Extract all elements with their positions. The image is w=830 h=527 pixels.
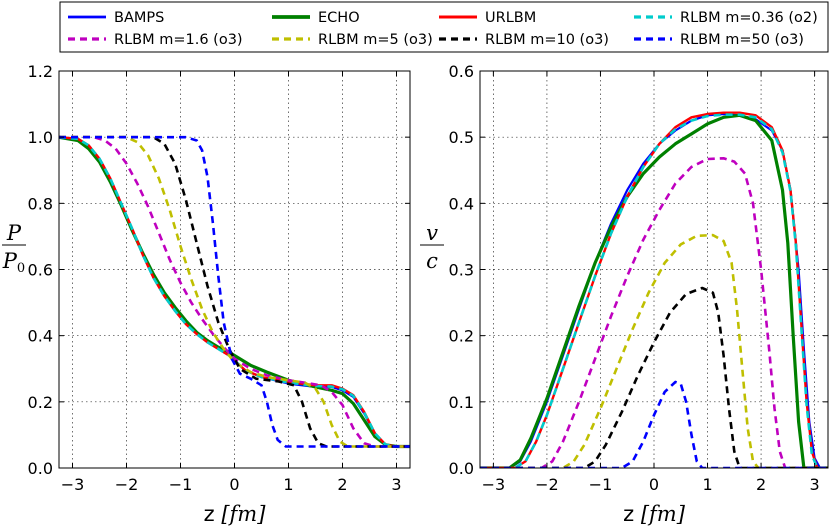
- legend-label: RLBM m=0.36 (o2): [680, 10, 818, 26]
- y-tick-label: 0.2: [28, 393, 53, 412]
- series-line-echo: [480, 113, 828, 468]
- y-tick-label: 0.0: [28, 459, 53, 478]
- y-axis-label-numerator: v: [426, 221, 438, 245]
- x-axis-label: z [fm]: [623, 502, 686, 526]
- legend-label: RLBM m=1.6 (o3): [114, 32, 243, 48]
- legend-label: URLBM: [485, 10, 536, 26]
- y-axis-label: vc: [420, 221, 444, 273]
- x-tick-label: 2: [337, 475, 347, 494]
- x-axis-label: z [fm]: [204, 502, 267, 526]
- y-axis-label-subscript: 0: [17, 261, 25, 276]
- series-line-rlbm-m-5-o3-: [59, 135, 410, 448]
- y-axis-label-denominator: c: [426, 249, 438, 273]
- series-line-rlbm-m-1-6-o3-: [59, 135, 410, 448]
- series-line-rlbm-m-10-o3-: [59, 135, 410, 448]
- y-tick-label: 1.0: [28, 128, 53, 147]
- y-tick-label: 0.3: [449, 261, 474, 280]
- series-line-rlbm-m-0-36-o2-: [59, 135, 410, 448]
- y-tick-label: 0.4: [28, 327, 53, 346]
- x-tick-label: −3: [61, 475, 85, 494]
- x-axis-label-var: z: [204, 502, 222, 526]
- y-tick-label: 0.5: [449, 128, 474, 147]
- y-tick-label: 1.2: [28, 62, 53, 81]
- y-tick-label: 0.8: [28, 194, 53, 213]
- x-tick-label: 1: [283, 475, 293, 494]
- legend-label: RLBM m=50 (o3): [680, 32, 804, 48]
- y-tick-label: 0.6: [28, 261, 53, 280]
- series-line-rlbm-m-50-o3-: [480, 380, 828, 468]
- x-tick-label: −2: [535, 475, 559, 494]
- legend-frame: [59, 1, 829, 53]
- legend-label: ECHO: [318, 10, 360, 26]
- y-tick-label: 0.1: [449, 393, 474, 412]
- x-tick-label: −3: [482, 475, 506, 494]
- legend-label: BAMPS: [114, 10, 164, 26]
- x-tick-label: 0: [649, 475, 659, 494]
- x-tick-label: 3: [391, 475, 401, 494]
- legend: BAMPS ECHO URLBM RLBM m=0.36 (o2) RLBM m=1.6…: [59, 1, 829, 53]
- x-tick-label: −1: [589, 475, 613, 494]
- y-tick-label: 0.0: [449, 459, 474, 478]
- x-tick-label: 2: [756, 475, 766, 494]
- left-panel-pressure: −3 −2 −1 0 1 2 3 0.0 0.2 0.4 0.6 0.8 1.0 1.2 z [fm] P P0: [2, 62, 411, 526]
- series-line-rlbm-m-10-o3-: [480, 286, 828, 468]
- legend-label: RLBM m=10 (o3): [485, 32, 609, 48]
- legend-label: RLBM m=5 (o3): [318, 32, 433, 48]
- x-tick-label: −1: [169, 475, 193, 494]
- right-panel-velocity: −3 −2 −1 0 1 2 3 0.0 0.1 0.2 0.3 0.4 0.5 0.6 z [fm] vc: [420, 62, 829, 526]
- y-axis-label-denominator: P0: [2, 249, 25, 276]
- y-tick-label: 0.6: [449, 62, 474, 81]
- x-tick-label: 3: [810, 475, 820, 494]
- series-line-rlbm-m-50-o3-: [59, 135, 410, 448]
- series-line-rlbm-m-1-6-o3-: [480, 157, 828, 468]
- y-axis-label: P P0: [2, 221, 26, 276]
- x-axis-label-unit: [fm]: [641, 502, 686, 526]
- y-tick-label: 0.4: [449, 194, 474, 213]
- y-axis-label-numerator: P: [6, 221, 22, 245]
- x-tick-label: −2: [115, 475, 139, 494]
- series-line-rlbm-m-5-o3-: [480, 233, 828, 468]
- x-tick-label: 1: [702, 475, 712, 494]
- x-axis-label-unit: [fm]: [221, 502, 266, 526]
- series-line-rlbm-m-0-36-o2-: [480, 113, 828, 468]
- y-tick-label: 0.2: [449, 327, 474, 346]
- x-axis-label-var: z: [623, 502, 641, 526]
- x-tick-label: 0: [229, 475, 239, 494]
